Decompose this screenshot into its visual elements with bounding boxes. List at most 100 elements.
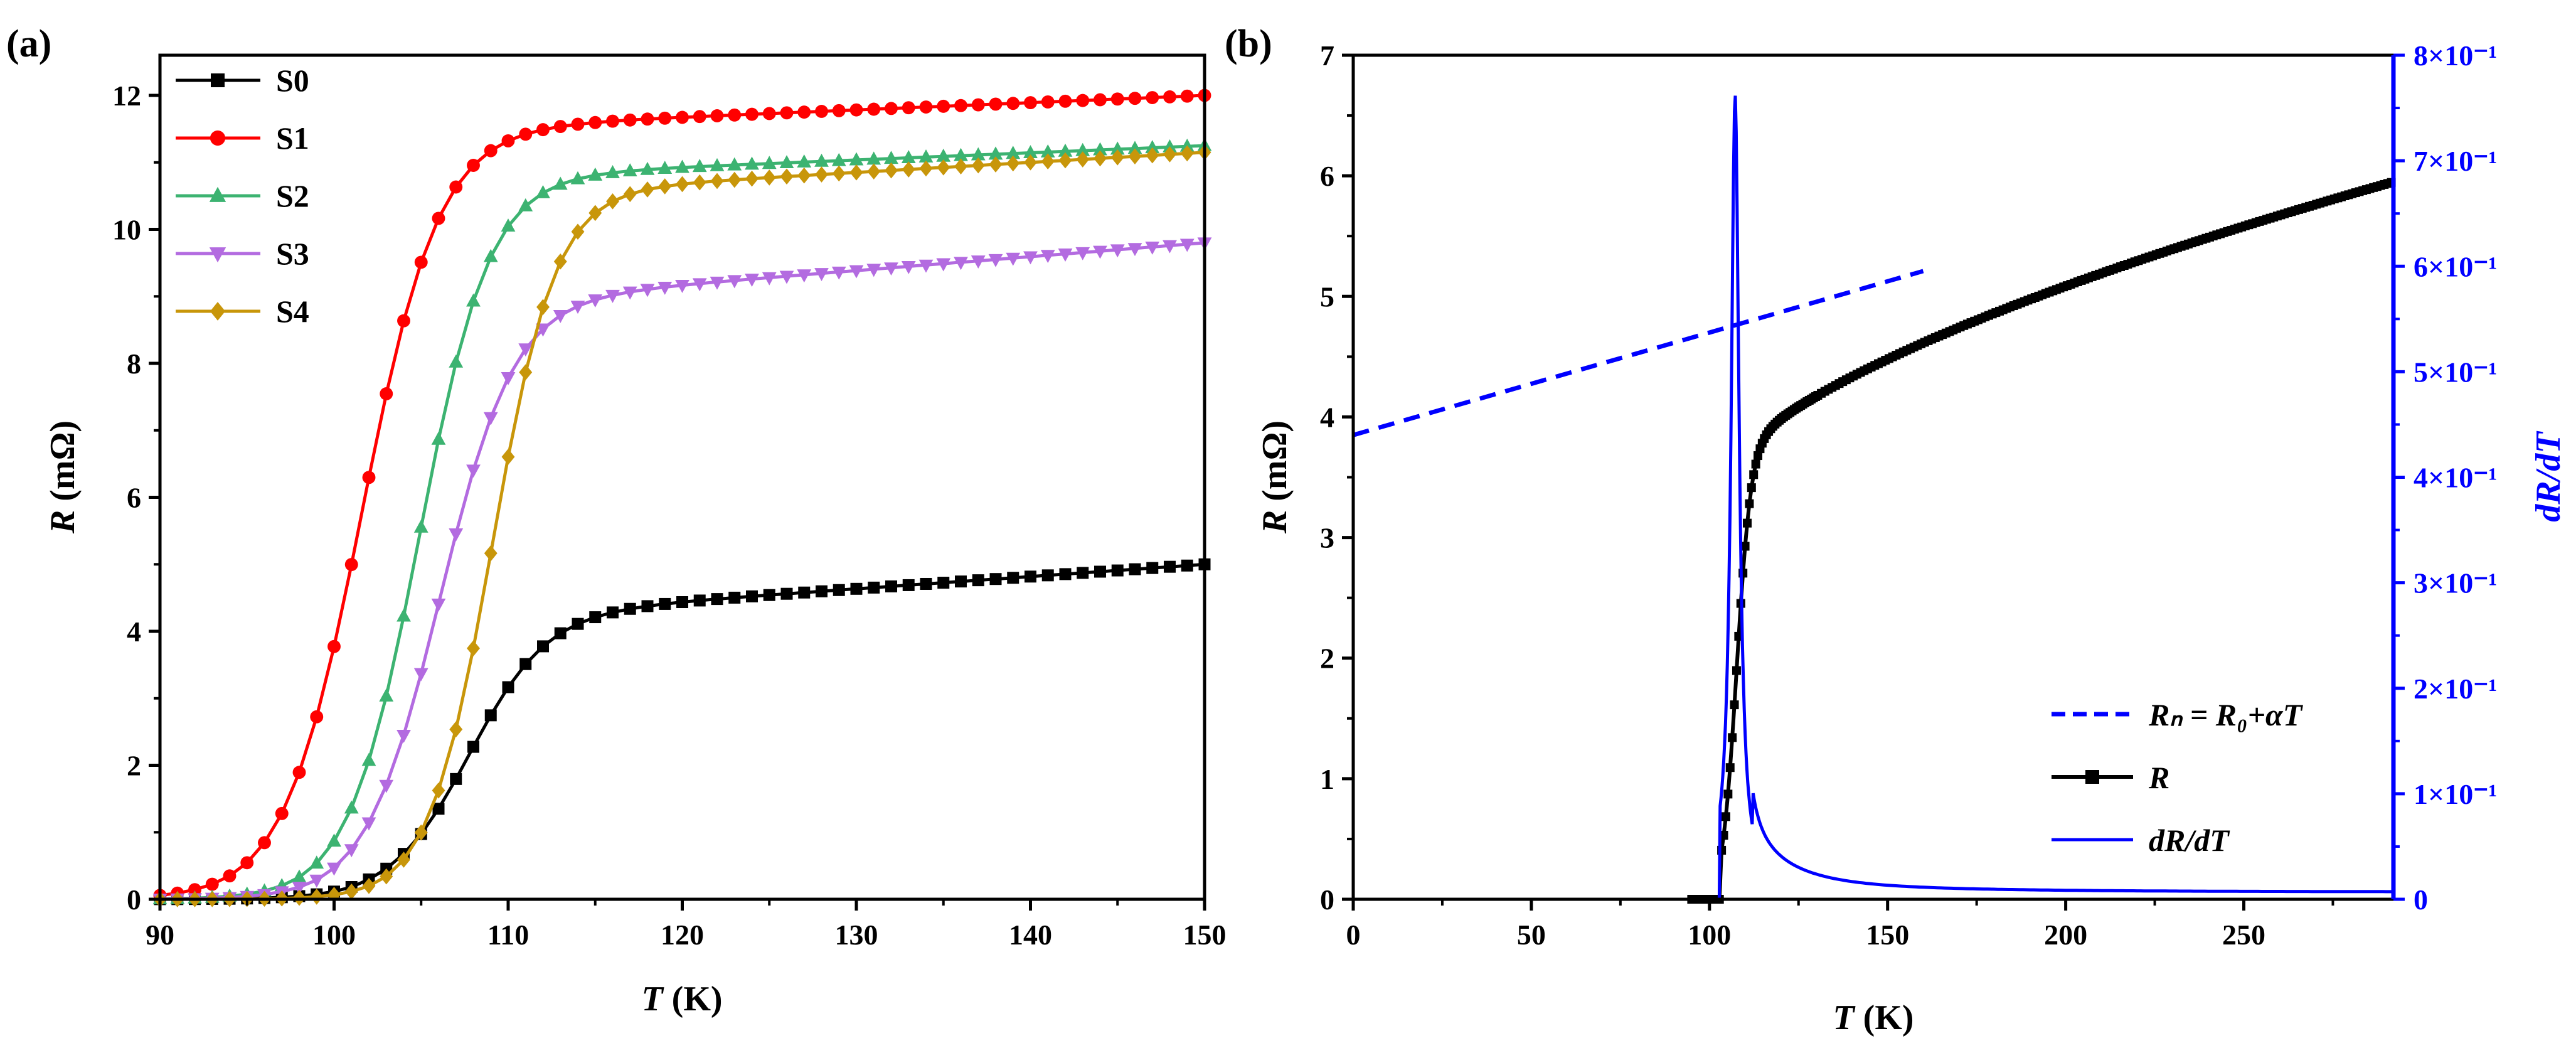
series-s0-point — [1007, 572, 1019, 584]
series-s1-point — [641, 112, 654, 126]
series-s0-point — [1164, 560, 1176, 573]
series-s2-point — [397, 608, 411, 622]
legend-label: dR/dT — [2149, 823, 2230, 858]
series-s2-point — [936, 148, 951, 162]
series-s1-point — [188, 883, 201, 897]
series-s2-point — [466, 293, 481, 307]
series-r-point — [1728, 733, 1737, 742]
series-r-point — [1740, 542, 1750, 551]
series-s0-point — [955, 575, 967, 588]
series-s4-point — [658, 178, 672, 195]
series-s1-point — [762, 107, 776, 120]
x-tick-label: 100 — [312, 919, 356, 951]
chart-a-y-label: R (mΩ) — [43, 420, 82, 534]
series-s2-point — [640, 161, 655, 175]
series-s4-point — [1128, 148, 1142, 165]
series-s4-point — [1006, 155, 1020, 172]
series-s4-point — [1076, 151, 1090, 168]
series-s1-point — [1058, 94, 1072, 108]
series-s0-point — [484, 709, 497, 722]
series-s1-point — [885, 102, 898, 115]
series-s2-point — [570, 171, 585, 184]
series-s2-point — [518, 198, 533, 211]
legend-item-fit: Rₙ = R₀+αT — [2052, 697, 2304, 732]
series-s2-point — [884, 151, 898, 164]
legend-label: S4 — [276, 294, 309, 329]
series-s0-point — [537, 640, 549, 653]
series-s0-point — [885, 580, 897, 592]
legend-marker — [2085, 770, 2099, 784]
series-s2-point — [866, 151, 881, 165]
y2-tick-label: 5×10⁻¹ — [2414, 356, 2497, 388]
x-tick-label: 250 — [2222, 919, 2265, 951]
series-s4-point — [432, 782, 445, 799]
series-s0-point — [1111, 564, 1124, 577]
series-s2-point — [309, 855, 324, 869]
series-s0-point — [746, 590, 758, 602]
series-s2-point — [831, 152, 846, 166]
chart-b-x-label: T (K) — [1833, 998, 1913, 1037]
series-s1-point — [832, 104, 846, 117]
chart-b-y-ticks: 0 1 2 3 4 5 6 7 — [1320, 40, 1353, 916]
series-s1-point — [606, 114, 619, 128]
chart-b-frame — [1351, 53, 2395, 901]
series-drdt-line — [1716, 95, 2393, 901]
series-s2 — [152, 137, 1212, 904]
series-s2-point — [1127, 141, 1142, 154]
y2-tick-label: 3×10⁻¹ — [2414, 567, 2497, 599]
series-s2-point — [657, 161, 673, 174]
series-s1-point — [571, 117, 585, 131]
series-s3-point — [622, 286, 637, 300]
series-r-point — [1749, 470, 1759, 479]
series-s2-point — [675, 159, 689, 173]
series-r-point — [1719, 830, 1728, 840]
legend-label: S0 — [276, 63, 309, 98]
series-s1-point — [1110, 92, 1124, 106]
chart-b-series — [1353, 95, 2396, 904]
series-s4-point — [553, 253, 567, 270]
series-s3-point — [727, 275, 742, 289]
series-s4-point — [762, 169, 776, 186]
series-s3-point — [936, 258, 951, 272]
series-s1-point — [1163, 90, 1176, 104]
panel-a-label: (a) — [6, 23, 51, 65]
series-s4-point — [919, 160, 933, 177]
series-s1-point — [623, 113, 637, 127]
series-s1-point — [292, 766, 306, 779]
series-s1-point — [484, 144, 498, 158]
series-s3-point — [605, 289, 620, 303]
legend-marker — [210, 302, 226, 321]
series-s4-point — [536, 299, 550, 316]
chart-b-y-label: R (mΩ) — [1255, 420, 1294, 534]
series-s3-point — [640, 284, 655, 297]
y2-tick-label: 7×10⁻¹ — [2414, 145, 2497, 177]
series-r-point — [1732, 666, 1741, 675]
series-s1-point — [971, 98, 985, 112]
series-s3-point — [988, 254, 1003, 267]
series-s1-point — [902, 101, 915, 115]
series-s0-point — [1129, 563, 1141, 575]
x-tick-label: 200 — [2044, 919, 2087, 951]
chart-a-y-label-unit: (mΩ) — [43, 420, 82, 510]
series-s3-point — [971, 255, 986, 269]
y-tick-label: 0 — [127, 884, 141, 916]
series-s1-point — [919, 100, 933, 114]
series-s4-point — [849, 164, 863, 181]
legend-item-s0: S0 — [176, 63, 309, 98]
series-s3-point — [797, 269, 812, 283]
series-s4-point — [867, 163, 881, 180]
series-s2-point — [1023, 145, 1038, 159]
x-tick-label: 100 — [1688, 919, 1731, 951]
chart-a-y-label-var: R — [43, 510, 82, 534]
chart-b-y2-ticks: 0 1×10⁻¹ 2×10⁻¹ 3×10⁻¹ 4×10⁻¹ 5×10⁻¹ 6×10⁻¹ 7×1… — [2393, 40, 2497, 916]
series-s3-point — [1075, 247, 1090, 260]
legend-item-s2: S2 — [176, 178, 309, 213]
series-s2-point — [413, 519, 428, 533]
series-r-point — [1747, 483, 1756, 493]
series-s3-point — [1023, 251, 1038, 265]
legend-item-r: R — [2052, 760, 2169, 795]
series-s1-point — [275, 806, 289, 820]
series-s4-point — [815, 166, 828, 183]
series-s3-point — [449, 528, 464, 542]
series-s3-point — [1145, 241, 1160, 255]
